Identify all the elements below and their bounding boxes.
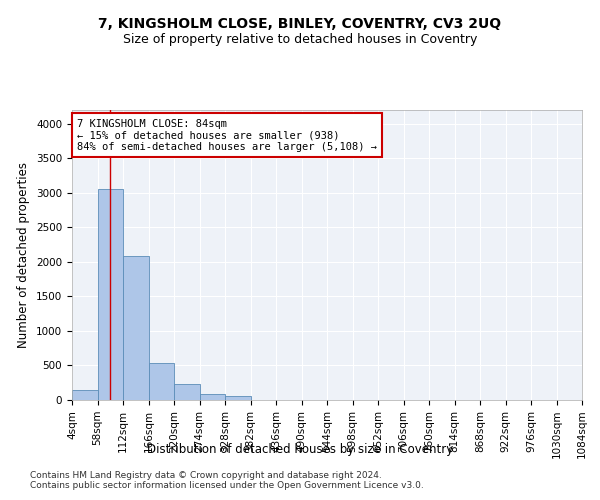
Bar (174, 384, 199, 400)
Bar (123, 256, 149, 400)
Text: 7, KINGSHOLM CLOSE, BINLEY, COVENTRY, CV3 2UQ: 7, KINGSHOLM CLOSE, BINLEY, COVENTRY, CV… (98, 18, 502, 32)
Text: Contains HM Land Registry data © Crown copyright and database right 2024.
Contai: Contains HM Land Registry data © Crown c… (30, 470, 424, 490)
Text: Distribution of detached houses by size in Coventry: Distribution of detached houses by size … (147, 442, 453, 456)
Text: 7 KINGSHOLM CLOSE: 84sqm
← 15% of detached houses are smaller (938)
84% of semi-: 7 KINGSHOLM CLOSE: 84sqm ← 15% of detach… (77, 118, 377, 152)
Bar (149, 362, 174, 400)
Bar (72, 390, 97, 400)
Bar (225, 396, 251, 400)
Y-axis label: Number of detached properties: Number of detached properties (17, 162, 31, 348)
Text: Size of property relative to detached houses in Coventry: Size of property relative to detached ho… (123, 32, 477, 46)
Bar (97, 188, 123, 400)
Bar (200, 394, 225, 400)
